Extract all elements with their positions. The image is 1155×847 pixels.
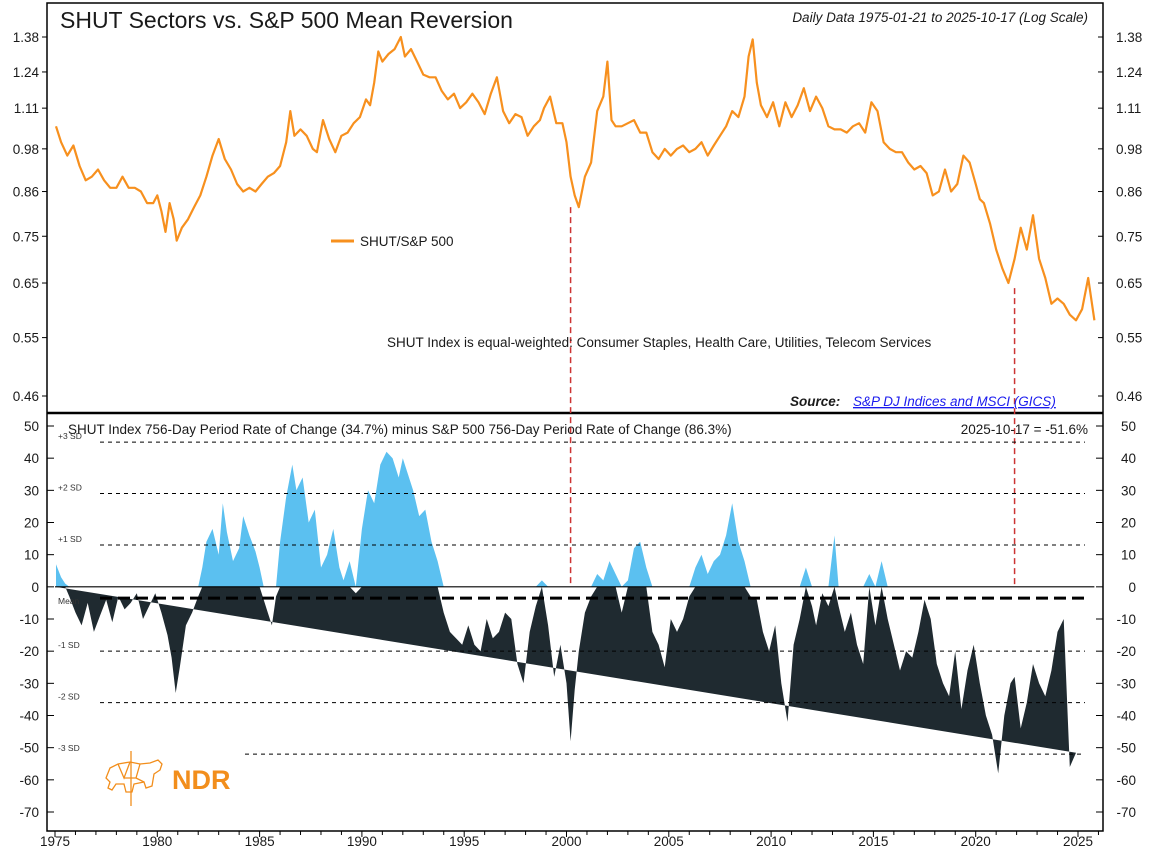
y-tick-label-left: -10 — [19, 612, 39, 627]
x-tick-label: 1985 — [245, 834, 275, 847]
x-axis: 1975 1980 1985 1990 1995 2000 2005 2010 2015 2020… — [40, 831, 1099, 847]
top-y-axis: 1.38 1.38 1.24 1.24 1.11 1.11 0.98 0.98 0.86 0.86… — [13, 30, 1143, 404]
chart-title: SHUT Sectors vs. S&P 500 Mean Reversion — [60, 7, 513, 33]
y-tick-label-right: 50 — [1121, 419, 1136, 434]
y-tick-label-right: 0.98 — [1116, 142, 1142, 157]
y-tick-label-left: -40 — [19, 709, 39, 724]
y-tick-label-right: -70 — [1116, 805, 1136, 820]
positive-area — [56, 451, 1076, 587]
y-tick-label-right: -20 — [1116, 644, 1136, 659]
x-tick-label: 2010 — [756, 834, 786, 847]
y-tick-label-right: 0.86 — [1116, 185, 1142, 200]
y-tick-label-left: 0.65 — [13, 276, 39, 291]
negative-area — [56, 586, 1076, 774]
y-tick-label-left: 20 — [24, 516, 39, 531]
plot-frame — [46, 2, 1104, 832]
sd-label: +3 SD — [58, 431, 82, 441]
y-tick-label-right: 1.11 — [1116, 101, 1141, 116]
source-link[interactable]: S&P DJ Indices and MSCI (GICS) — [853, 394, 1056, 409]
y-tick-label-left: 1.38 — [13, 30, 39, 45]
ndr-logo: NDR — [105, 751, 231, 806]
y-tick-label-right: 0 — [1128, 580, 1136, 595]
y-tick-label-right: -60 — [1116, 773, 1136, 788]
y-tick-label-left: -60 — [19, 773, 39, 788]
y-tick-label-right: 0.46 — [1116, 389, 1142, 404]
x-tick-label: 2005 — [654, 834, 684, 847]
y-tick-label-right: 0.75 — [1116, 229, 1142, 244]
y-tick-label-left: 1.24 — [13, 65, 40, 80]
y-tick-label-left: 0.75 — [13, 229, 39, 244]
y-tick-label-left: -50 — [19, 741, 39, 756]
x-tick-label: 1995 — [449, 834, 479, 847]
sd-label: -3 SD — [58, 743, 80, 753]
y-tick-label-right: 10 — [1121, 548, 1136, 563]
y-tick-label-left: -30 — [19, 676, 39, 691]
sd-label: Mean — [58, 596, 80, 606]
y-tick-label-right: 40 — [1121, 451, 1136, 466]
y-tick-label-left: 0.55 — [13, 331, 39, 346]
x-tick-label: 1990 — [347, 834, 377, 847]
x-tick-label: 1975 — [40, 834, 70, 847]
y-tick-label-right: -10 — [1116, 612, 1136, 627]
y-tick-label-left: -70 — [19, 805, 39, 820]
y-tick-label-right: 20 — [1121, 516, 1136, 531]
y-tick-label-right: 1.24 — [1116, 65, 1143, 80]
x-tick-label: 2025 — [1063, 834, 1093, 847]
y-tick-label-right: 1.38 — [1116, 30, 1142, 45]
y-tick-label-right: -40 — [1116, 709, 1136, 724]
latest-value-label: 2025-10-17 = -51.6% — [961, 422, 1088, 437]
y-tick-label-left: 50 — [24, 419, 39, 434]
sd-label: +2 SD — [58, 483, 82, 493]
y-tick-label-left: 10 — [24, 548, 39, 563]
source-label: Source: — [790, 394, 840, 409]
y-tick-label-left: 0.46 — [13, 389, 39, 404]
roc-difference-area — [56, 451, 1076, 774]
sd-label: +1 SD — [58, 534, 82, 544]
y-tick-label-left: -20 — [19, 644, 39, 659]
y-tick-label-right: -50 — [1116, 741, 1136, 756]
y-tick-label-right: 0.65 — [1116, 276, 1142, 291]
sd-label: -2 SD — [58, 692, 80, 702]
sd-reference-lines: +3 SD +2 SD +1 SD Mean -1 SD -2 SD -3 SD — [58, 431, 1085, 755]
x-tick-label: 1980 — [142, 834, 172, 847]
y-tick-label-right: -30 — [1116, 676, 1136, 691]
x-tick-label: 2020 — [961, 834, 991, 847]
annotation-shut-composition: SHUT Index is equal-weighted: Consumer S… — [387, 335, 931, 350]
y-tick-label-left: 0 — [31, 580, 39, 595]
y-tick-label-left: 30 — [24, 483, 39, 498]
x-tick-label: 2015 — [858, 834, 888, 847]
y-tick-label-right: 30 — [1121, 483, 1136, 498]
series-line-shut-sp500 — [54, 35, 1096, 322]
lower-panel-title: SHUT Index 756-Day Period Rate of Change… — [68, 422, 732, 437]
bottom-y-axis: 50 50 40 40 30 30 20 20 10 10 0 0 -10 -10 -20 -20 -30 -30… — [19, 419, 1136, 820]
legend: SHUT/S&P 500 — [331, 234, 454, 249]
y-tick-label-left: 0.86 — [13, 185, 39, 200]
sd-label: -1 SD — [58, 640, 80, 650]
bull-bear-icon — [105, 751, 163, 806]
y-tick-label-right: 0.55 — [1116, 331, 1142, 346]
y-tick-label-left: 40 — [24, 451, 39, 466]
logo-text: NDR — [172, 765, 231, 795]
trough-markers — [569, 207, 1016, 587]
y-tick-label-left: 0.98 — [13, 142, 39, 157]
x-tick-label: 2000 — [551, 834, 581, 847]
chart-subtitle: Daily Data 1975-01-21 to 2025-10-17 (Log… — [792, 10, 1088, 25]
legend-label-shut-sp500: SHUT/S&P 500 — [360, 234, 454, 249]
y-tick-label-left: 1.11 — [14, 101, 39, 116]
